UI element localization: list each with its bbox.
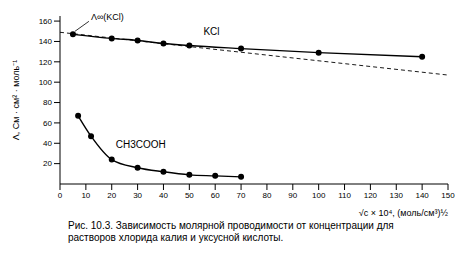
- svg-text:0: 0: [58, 191, 63, 200]
- svg-text:20: 20: [107, 191, 116, 200]
- svg-text:120: 120: [364, 191, 378, 200]
- svg-text:80: 80: [43, 98, 52, 107]
- svg-text:100: 100: [39, 78, 53, 87]
- svg-text:90: 90: [288, 191, 297, 200]
- svg-text:√c × 10⁴, (моль/см³)½: √c × 10⁴, (моль/см³)½: [359, 208, 449, 218]
- svg-text:30: 30: [133, 191, 142, 200]
- svg-text:110: 110: [338, 191, 351, 200]
- svg-text:40: 40: [159, 191, 168, 200]
- svg-text:120: 120: [39, 58, 53, 67]
- svg-text:60: 60: [211, 191, 220, 200]
- svg-text:100: 100: [312, 191, 326, 200]
- svg-text:KCl: KCl: [203, 26, 219, 37]
- html-text:Рис. 10.3. Зависимость молярно: Рис. 10.3. Зависимость молярной проводим…: [68, 220, 394, 243]
- svg-text:130: 130: [390, 191, 404, 200]
- svg-text:40: 40: [43, 139, 52, 148]
- svg-text:70: 70: [237, 191, 246, 200]
- svg-text:60: 60: [43, 119, 52, 128]
- svg-text:80: 80: [262, 191, 271, 200]
- svg-text:10: 10: [81, 191, 90, 200]
- svg-text:Λ∞(KCl): Λ∞(KCl): [91, 12, 124, 22]
- svg-text:Λ, См · см² · моль⁻¹: Λ, См · см² · моль⁻¹: [11, 60, 21, 140]
- svg-text:140: 140: [39, 37, 53, 46]
- svg-text:150: 150: [441, 191, 455, 200]
- svg-text:20: 20: [43, 159, 52, 168]
- svg-text:140: 140: [415, 191, 429, 200]
- svg-text:160: 160: [39, 17, 53, 26]
- svg-text:CH3COOH: CH3COOH: [116, 139, 166, 150]
- svg-text:50: 50: [185, 191, 194, 200]
